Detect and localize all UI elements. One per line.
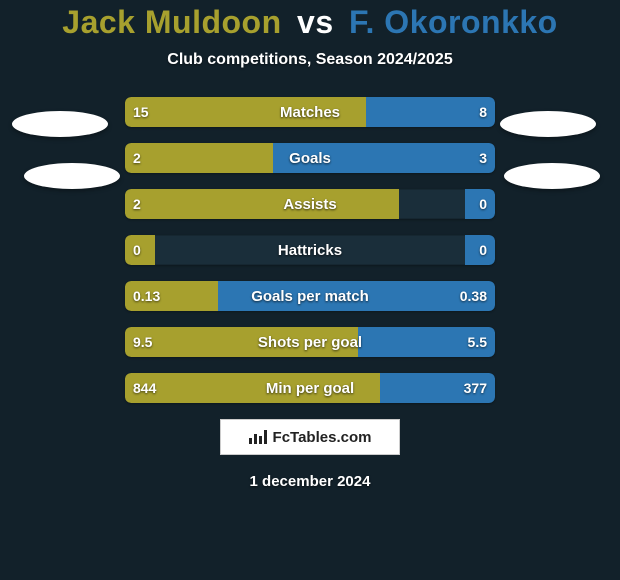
date-label: 1 december 2024 <box>0 473 620 490</box>
stat-row: 844377Min per goal <box>125 373 495 403</box>
stat-value-left: 844 <box>125 373 164 403</box>
player-badge-oval <box>12 111 108 137</box>
stat-value-left: 2 <box>125 189 149 219</box>
player2-name: F. Okoronkko <box>349 4 558 40</box>
stat-fill-left <box>125 97 366 127</box>
stat-fill-left <box>125 189 399 219</box>
brand-box[interactable]: FcTables.com <box>220 419 400 455</box>
stat-value-right: 377 <box>456 373 495 403</box>
player-badge-oval <box>500 111 596 137</box>
title-vs: vs <box>297 4 334 40</box>
subtitle: Club competitions, Season 2024/2025 <box>0 51 620 69</box>
stat-value-right: 5.5 <box>460 327 495 357</box>
player-badge-oval <box>24 163 120 189</box>
stat-value-left: 0 <box>125 235 149 265</box>
brand-text: FcTables.com <box>273 429 372 446</box>
page-title: Jack Muldoon vs F. Okoronkko <box>0 4 620 41</box>
stat-value-right: 0 <box>471 189 495 219</box>
stat-row: 9.55.5Shots per goal <box>125 327 495 357</box>
stat-value-right: 8 <box>471 97 495 127</box>
stat-value-right: 3 <box>471 143 495 173</box>
stat-row: 20Assists <box>125 189 495 219</box>
stat-value-left: 2 <box>125 143 149 173</box>
player1-name: Jack Muldoon <box>62 4 281 40</box>
stat-value-right: 0.38 <box>452 281 495 311</box>
stat-row: 158Matches <box>125 97 495 127</box>
brand-bars-icon <box>249 430 267 444</box>
chart-area: 158Matches23Goals20Assists00Hattricks0.1… <box>0 97 620 403</box>
stat-value-left: 0.13 <box>125 281 168 311</box>
stat-fill-right <box>273 143 495 173</box>
stat-value-left: 9.5 <box>125 327 160 357</box>
player-badge-oval <box>504 163 600 189</box>
stat-row: 23Goals <box>125 143 495 173</box>
stat-row: 0.130.38Goals per match <box>125 281 495 311</box>
stat-value-right: 0 <box>471 235 495 265</box>
stat-label: Hattricks <box>125 235 495 265</box>
stat-row: 0 0Hattricks <box>125 235 495 265</box>
stat-rows: 158Matches23Goals20Assists00Hattricks0.1… <box>125 97 495 403</box>
stat-value-left: 15 <box>125 97 157 127</box>
comparison-widget: Jack Muldoon vs F. Okoronkko Club compet… <box>0 0 620 580</box>
